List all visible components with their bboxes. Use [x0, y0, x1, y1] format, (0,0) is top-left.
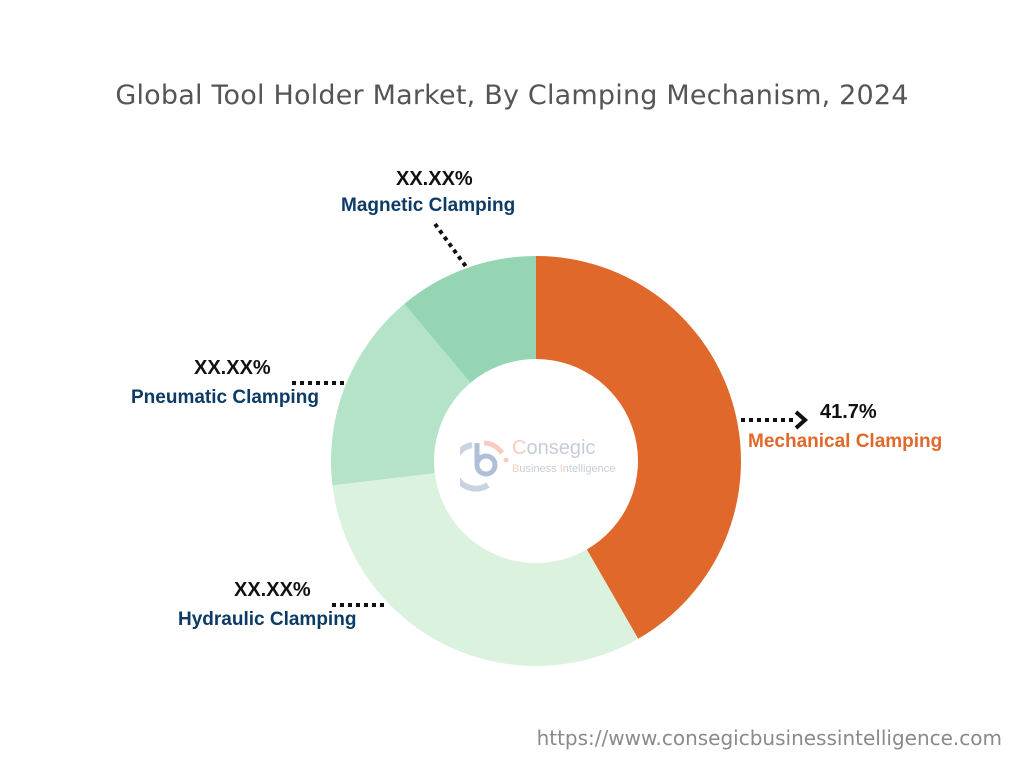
consegic-logo-icon: [460, 440, 509, 492]
source-url: https://www.consegicbusinessintelligence…: [536, 726, 1002, 750]
donut-slices: [331, 256, 741, 667]
slice-mechanical-clamping: [536, 256, 741, 639]
slice-hydraulic-clamping: [332, 473, 639, 667]
magnetic-leader-line: [433, 222, 469, 270]
pneumatic-name-label: Pneumatic Clamping: [131, 387, 319, 408]
watermark-brand: Consegic: [512, 437, 596, 459]
chart-title: Global Tool Holder Market, By Clamping M…: [115, 80, 909, 111]
mechanical-name-label: Mechanical Clamping: [748, 431, 943, 452]
slice-pneumatic-clamping: [331, 303, 471, 486]
hydraulic-name-label: Hydraulic Clamping: [178, 609, 357, 630]
watermark-tagline: Business Intelligence: [512, 463, 616, 475]
hydraulic-value-label: XX.XX%: [234, 579, 311, 601]
consegic-watermark: Consegic Business Intelligence: [460, 435, 630, 495]
leader-lines: [292, 222, 796, 607]
magnetic-name-label: Magnetic Clamping: [341, 195, 516, 216]
slice-magnetic-clamping: [404, 256, 536, 383]
magnetic-value-label: XX.XX%: [396, 168, 473, 190]
mechanical-value-label: 41.7%: [820, 401, 877, 423]
mechanical-arrow-icon: [794, 410, 809, 430]
pneumatic-value-label: XX.XX%: [194, 357, 271, 379]
